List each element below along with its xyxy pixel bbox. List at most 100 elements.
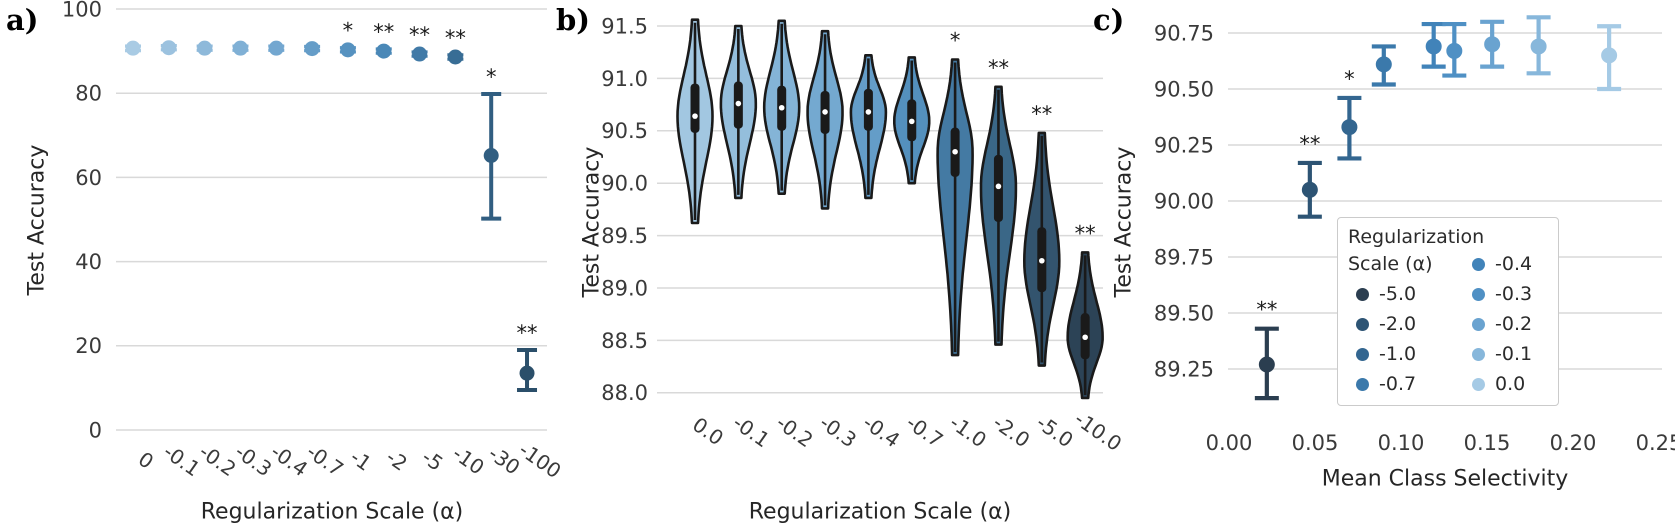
panel-a-x-tick-label: -2 (382, 445, 412, 476)
legend-dot (1472, 347, 1485, 361)
violin-median-dot (908, 118, 915, 125)
panel-a-x-tick-label: -0.7 (302, 439, 348, 481)
legend-column-2: -0.4 -0.3 -0.2 -0.1 0.0 (1464, 224, 1552, 401)
panel-c-y-tick-label: 90.75 (1154, 21, 1214, 45)
data-point (1446, 42, 1463, 59)
panel-a-x-tick-label: -10 (448, 441, 489, 479)
panel-a-letter: a) (6, 3, 39, 37)
panel-a-x-axis-label: Regularization Scale (α) (200, 499, 464, 525)
data-point (1301, 181, 1318, 198)
significance-marker: ** (1075, 221, 1096, 245)
data-point (197, 40, 213, 56)
panel-c-letter: c) (1093, 3, 1125, 37)
legend-title-line1: Regularization (1348, 226, 1485, 248)
data-point (125, 40, 141, 56)
data-point (412, 46, 428, 62)
significance-marker: ** (988, 56, 1009, 80)
significance-marker: * (950, 29, 961, 53)
panel-c-x-tick-label: 0.05 (1292, 431, 1339, 455)
significance-marker: ** (445, 26, 466, 50)
panel-b-x-tick-label: -0.3 (815, 410, 861, 452)
legend-item-label: -0.2 (1495, 313, 1533, 335)
legend-item-label: -2.0 (1379, 313, 1417, 335)
panel-c-x-tick-label: 0.10 (1378, 431, 1425, 455)
data-point (1425, 38, 1442, 55)
legend-dot (1356, 347, 1369, 361)
panel-c-y-tick-label: 89.75 (1154, 245, 1214, 269)
legend-item-label: -0.3 (1495, 283, 1533, 305)
panel-c-x-tick-label: 0.25 (1636, 431, 1675, 455)
significance-marker: ** (517, 321, 538, 345)
data-point (340, 42, 356, 58)
legend-item: -1.0 (1348, 339, 1464, 369)
panel-c-y-tick-label: 90.25 (1154, 133, 1214, 157)
panel-c-x-tick-label: 0.20 (1550, 431, 1597, 455)
panel-b-x-tick-label: -0.7 (902, 410, 948, 452)
panel-a-x-tick-label: -5 (418, 445, 448, 476)
panel-b-y-tick-label: 89.0 (601, 276, 648, 300)
legend-item-label: -1.0 (1379, 343, 1417, 365)
violin-median-dot (952, 148, 958, 155)
panel-b-y-axis-label: Test Accuracy (579, 146, 605, 298)
violin-median-dot (778, 104, 785, 111)
legend-item-label: -0.4 (1495, 253, 1533, 275)
legend-dot (1472, 257, 1485, 271)
panel-b-x-tick-label: -0.1 (728, 410, 774, 452)
panel-a-x-tick-label: 0 (134, 447, 158, 474)
panel-b-x-tick-label: -10.0 (1070, 407, 1126, 456)
legend-title-line2: Scale (α) (1348, 252, 1433, 275)
significance-marker: * (343, 19, 354, 43)
panel-b-y-tick-label: 91.0 (601, 67, 648, 91)
panel-b-x-tick-label: -2.0 (989, 410, 1035, 452)
panel-c-y-tick-label: 90.00 (1154, 189, 1214, 213)
violin-median-dot (822, 109, 828, 115)
panel-a-x-tick-label: -100 (515, 437, 566, 483)
data-point (447, 49, 463, 65)
significance-marker: ** (1031, 102, 1052, 126)
violin-median-dot (1039, 257, 1045, 264)
panel-b-letter: b) (556, 3, 590, 37)
violin-median-dot (735, 100, 742, 107)
panel-b-y-tick-label: 88.5 (601, 329, 648, 353)
legend-spacer (1464, 224, 1552, 249)
panel-c-x-tick-label: 0.00 (1206, 431, 1253, 455)
panel-c-x-axis-label: Mean Class Selectivity (1321, 466, 1569, 492)
panel-c-y-axis-label: Test Accuracy (1111, 146, 1137, 298)
legend-item-label: 0.0 (1495, 373, 1526, 395)
data-point (1484, 36, 1501, 53)
panel-c-y-tick-label: 89.25 (1154, 357, 1214, 381)
legend-dot (1472, 317, 1485, 331)
data-point (161, 40, 177, 56)
legend-dot (1472, 287, 1485, 301)
data-point (1530, 38, 1547, 55)
panel-a-y-axis-label: Test Accuracy (24, 144, 50, 296)
panel-a-y-tick-label: 100 (62, 0, 102, 21)
panel-b-x-tick-label: -5.0 (1032, 410, 1078, 452)
panel-b-x-tick-label: -1.0 (945, 410, 991, 452)
panel-b-y-tick-label: 88.0 (601, 381, 648, 405)
legend-item: 0.0 (1464, 369, 1552, 399)
legend-item: -0.1 (1464, 339, 1552, 369)
panel-b-x-tick-label: 0.0 (688, 412, 728, 450)
legend-item-label: -0.1 (1495, 343, 1533, 365)
panel-b-x-tick-label: -0.4 (859, 410, 905, 452)
significance-marker: ** (373, 20, 394, 44)
panel-b-y-tick-label: 89.5 (601, 224, 648, 248)
legend-item-label: -5.0 (1379, 283, 1417, 305)
legend-dot (1356, 317, 1369, 331)
data-point (483, 148, 499, 164)
panel-c-y-tick-label: 90.50 (1154, 77, 1214, 101)
legend-box: Regularization Scale (α) -5.0 -2.0 -1.0 -0.… (1337, 217, 1559, 406)
panel-c-x-tick-label: 0.15 (1464, 431, 1511, 455)
significance-marker: ** (1256, 298, 1277, 322)
legend-item: -0.4 (1464, 249, 1552, 279)
legend-item-label: -0.7 (1379, 373, 1417, 395)
violin-median-dot (692, 113, 698, 119)
panel-b-x-tick-label: -0.2 (772, 410, 818, 452)
legend-dot (1472, 377, 1485, 391)
panel-a-x-tick-label: -30 (484, 441, 525, 479)
panel-a-y-tick-label: 80 (75, 82, 102, 106)
panel-b-y-tick-label: 90.0 (601, 172, 648, 196)
